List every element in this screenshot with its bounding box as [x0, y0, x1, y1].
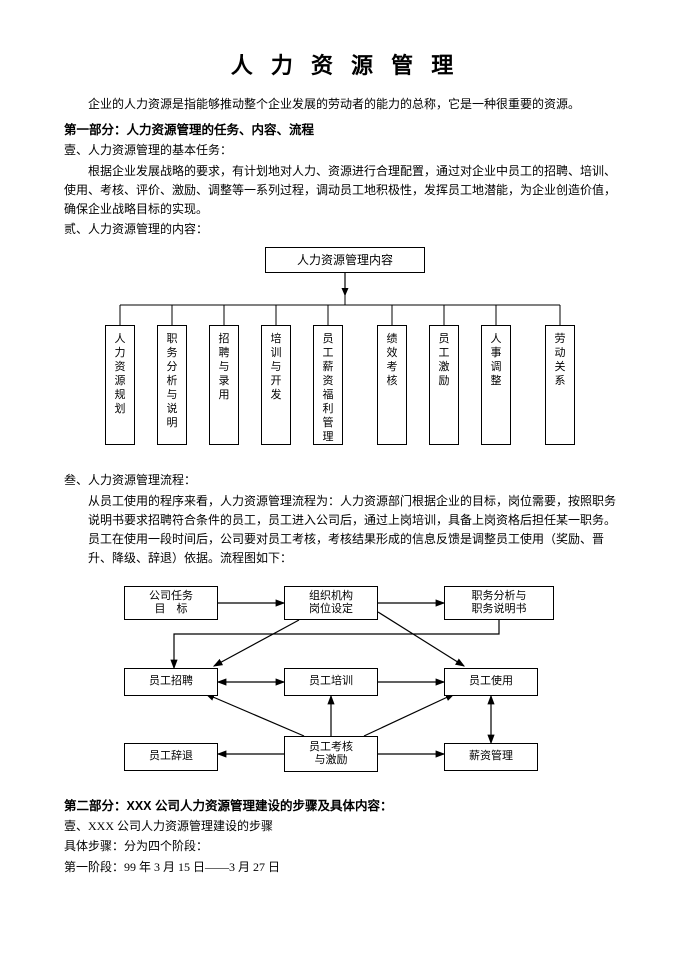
tree-child-node: 人事调整 — [481, 325, 511, 445]
flow-node: 员工培训 — [284, 668, 378, 696]
section1-item3-label: 叁、人力资源管理流程： — [64, 471, 626, 490]
section2-line3: 第一阶段：99 年 3 月 15 日——3 月 27 日 — [64, 858, 626, 877]
hr-process-flowchart: 公司任务目 标 组织机构岗位设定 职务分析与职务说明书员工招聘 员工培训 员工使用员工辞… — [94, 578, 594, 788]
flow-node: 组织机构岗位设定 — [284, 586, 378, 620]
tree-child-node: 员工激励 — [429, 325, 459, 445]
section1-item3-body: 从员工使用的程序来看，人力资源管理流程为：人力资源部门根据企业的目标，岗位需要，… — [64, 492, 626, 569]
tree-child-node: 职务分析与说明 — [157, 325, 187, 445]
section1-item1-label: 壹、人力资源管理的基本任务： — [64, 141, 626, 160]
hr-content-tree-diagram: 人力资源管理内容 人力资源规划职务分析与说明招聘与录用培训与开发员工薪资福利管理… — [105, 247, 585, 457]
section1-heading: 第一部分：人力资源管理的任务、内容、流程 — [64, 120, 626, 140]
section1-item2-label: 贰、人力资源管理的内容： — [64, 220, 626, 239]
tree-child-node: 劳动关系 — [545, 325, 575, 445]
page-title: 人 力 资 源 管 理 — [64, 48, 626, 83]
tree-child-node: 员工薪资福利管理 — [313, 325, 343, 445]
flow-node: 职务分析与职务说明书 — [444, 586, 554, 620]
tree-root-node: 人力资源管理内容 — [265, 247, 425, 273]
section2-line2: 具体步骤：分为四个阶段： — [64, 837, 626, 856]
section2-line1: 壹、XXX 公司人力资源管理建设的步骤 — [64, 817, 626, 836]
intro-paragraph: 企业的人力资源是指能够推动整个企业发展的劳动者的能力的总称，它是一种很重要的资源… — [64, 95, 626, 114]
tree-child-node: 招聘与录用 — [209, 325, 239, 445]
flow-node: 员工考核与激励 — [284, 736, 378, 772]
section2-heading: 第二部分：XXX 公司人力资源管理建设的步骤及具体内容： — [64, 796, 626, 816]
tree-child-node: 培训与开发 — [261, 325, 291, 445]
flow-node: 公司任务目 标 — [124, 586, 218, 620]
tree-child-node: 绩效考核 — [377, 325, 407, 445]
flow-node: 薪资管理 — [444, 743, 538, 771]
section1-item1-body: 根据企业发展战略的要求，有计划地对人力、资源进行合理配置，通过对企业中员工的招聘… — [64, 162, 626, 220]
flow-node: 员工招聘 — [124, 668, 218, 696]
flow-node: 员工辞退 — [124, 743, 218, 771]
flow-node: 员工使用 — [444, 668, 538, 696]
tree-child-node: 人力资源规划 — [105, 325, 135, 445]
